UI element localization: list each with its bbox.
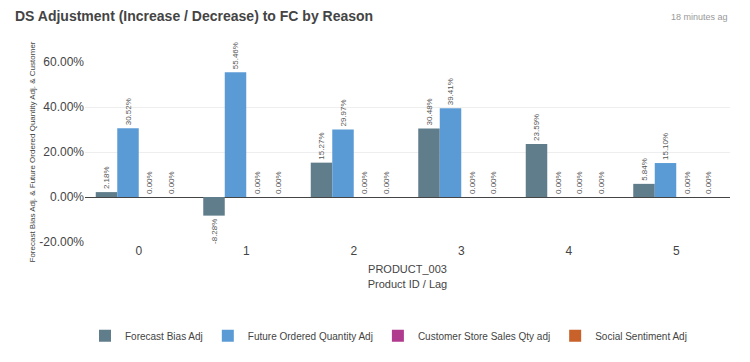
svg-text:60.00%: 60.00% bbox=[43, 55, 84, 69]
svg-text:Customer Store Sales Qty adj: Customer Store Sales Qty adj bbox=[418, 331, 550, 342]
svg-text:0.00%: 0.00% bbox=[253, 171, 262, 194]
svg-text:0.00%: 0.00% bbox=[597, 171, 606, 194]
svg-text:5: 5 bbox=[673, 244, 680, 258]
svg-text:55.46%: 55.46% bbox=[231, 42, 240, 69]
svg-text:0.00%: 0.00% bbox=[274, 171, 283, 194]
svg-text:30.48%: 30.48% bbox=[425, 98, 434, 125]
svg-text:-8.28%: -8.28% bbox=[210, 219, 219, 244]
svg-text:0.00%: 0.00% bbox=[489, 171, 498, 194]
svg-text:2.18%: 2.18% bbox=[102, 166, 111, 189]
svg-text:1: 1 bbox=[243, 244, 250, 258]
svg-text:DS Adjustment (Increase / Decr: DS Adjustment (Increase / Decrease) to F… bbox=[15, 8, 373, 24]
svg-text:23.59%: 23.59% bbox=[532, 114, 541, 141]
svg-text:2: 2 bbox=[350, 244, 357, 258]
svg-text:0.00%: 0.00% bbox=[468, 171, 477, 194]
svg-text:0.00%: 0.00% bbox=[145, 171, 154, 194]
svg-text:0: 0 bbox=[135, 244, 142, 258]
svg-text:0.00%: 0.00% bbox=[167, 171, 176, 194]
svg-text:29.97%: 29.97% bbox=[339, 99, 348, 126]
svg-text:Forecast Bias Adj: Forecast Bias Adj bbox=[125, 331, 203, 342]
svg-text:Social Sentiment Adj: Social Sentiment Adj bbox=[595, 331, 687, 342]
svg-text:0.00%: 0.00% bbox=[360, 171, 369, 194]
svg-text:0.00%: 0.00% bbox=[704, 171, 713, 194]
svg-text:20.00%: 20.00% bbox=[43, 145, 84, 159]
svg-text:5.84%: 5.84% bbox=[640, 158, 649, 181]
svg-text:Future Ordered Quantity Adj: Future Ordered Quantity Adj bbox=[248, 331, 373, 342]
svg-text:Forecast Bias Adj. & Future Or: Forecast Bias Adj. & Future Ordered Quan… bbox=[28, 41, 37, 262]
svg-text:0.00%: 0.00% bbox=[575, 171, 584, 194]
svg-text:18 minutes ag: 18 minutes ag bbox=[671, 12, 728, 22]
svg-text:4: 4 bbox=[565, 244, 572, 258]
svg-text:40.00%: 40.00% bbox=[43, 100, 84, 114]
svg-text:PRODUCT_003Product ID / Lag: PRODUCT_003Product ID / Lag bbox=[368, 263, 448, 289]
svg-text:3: 3 bbox=[458, 244, 465, 258]
svg-text:-20.00%: -20.00% bbox=[39, 235, 84, 249]
svg-text:0.00%: 0.00% bbox=[382, 171, 391, 194]
svg-text:0.00%: 0.00% bbox=[683, 171, 692, 194]
svg-text:15.10%: 15.10% bbox=[661, 133, 670, 160]
svg-text:30.52%: 30.52% bbox=[124, 98, 133, 125]
svg-text:39.41%: 39.41% bbox=[446, 78, 455, 105]
svg-text:15.27%: 15.27% bbox=[317, 132, 326, 159]
svg-text:0.00%: 0.00% bbox=[554, 171, 563, 194]
svg-text:0.00%: 0.00% bbox=[50, 190, 84, 204]
